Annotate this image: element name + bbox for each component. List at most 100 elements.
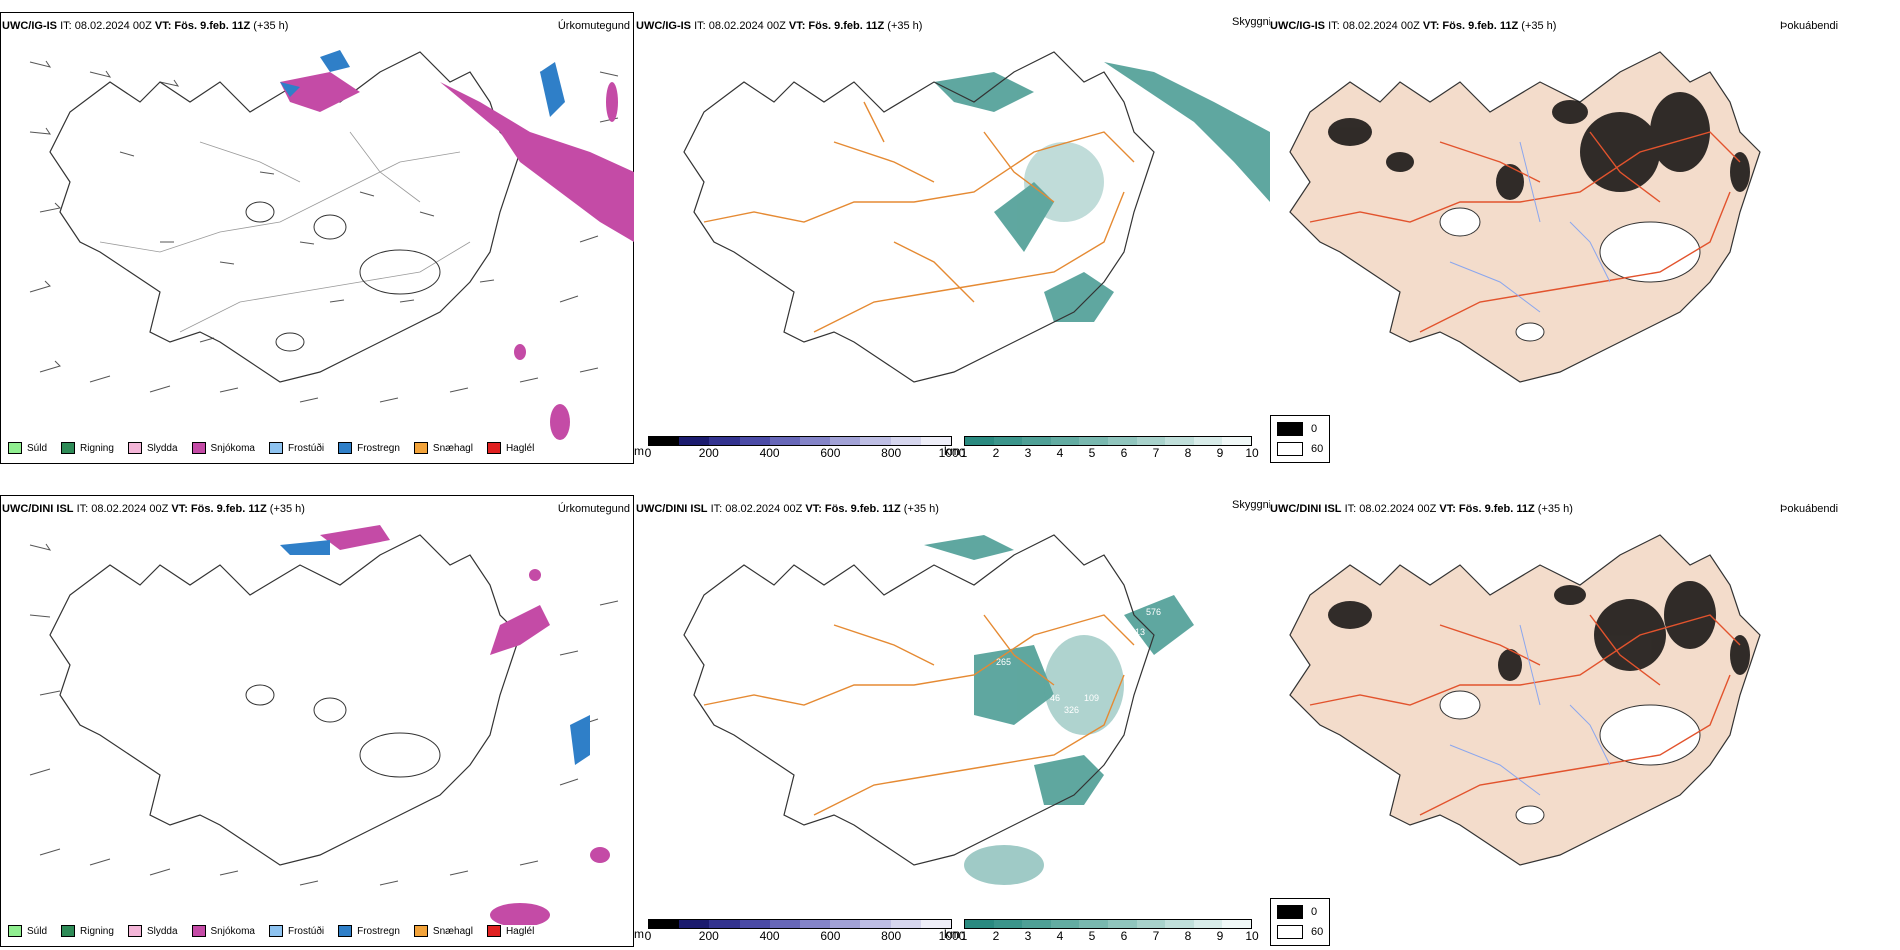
precip-legend-item: Súld	[8, 925, 47, 937]
colorbar-cell	[860, 920, 891, 928]
fog-areas	[1328, 581, 1750, 681]
freezing-rain-areas	[280, 540, 590, 765]
visibility-unit: km	[944, 444, 960, 458]
field-name: Skyggni	[1232, 16, 1272, 28]
coastline	[49, 51, 521, 383]
colorbar-cell	[1022, 920, 1051, 928]
colorbar-cell	[920, 920, 952, 928]
colorbar-tick: 3	[1024, 929, 1032, 943]
colorbar-tick: 1	[960, 929, 968, 943]
cloud-base-unit: m	[634, 927, 644, 941]
colorbar-cell	[649, 920, 680, 928]
iceland-map: 265 600 576 313 46 109 326	[683, 534, 1194, 885]
colorbar-cell	[800, 920, 831, 928]
fog-areas	[1328, 92, 1750, 200]
precip-type-panel-ig: UWC/IG-IS IT: 08.02.2024 00Z VT: Fös. 9.…	[0, 12, 634, 464]
colorbar-cell	[679, 920, 710, 928]
snowfall-areas	[320, 525, 610, 925]
valid-time: Fös. 9.feb. 11Z	[1458, 503, 1535, 515]
legend-label: Súld	[27, 442, 48, 454]
valid-label: VT:	[1422, 20, 1440, 32]
legend-swatch	[191, 442, 206, 454]
field-name: Skyggni	[1232, 499, 1272, 511]
precip-legend-item: Frostúði	[268, 925, 325, 937]
panel-header: UWC/IG-IS IT: 08.02.2024 00Z VT: Fös. 9.…	[636, 20, 922, 32]
vis-label: 231	[952, 262, 967, 272]
legend-swatch	[61, 925, 76, 937]
lead-time: (+35 h)	[887, 20, 923, 32]
colorbar-cell	[649, 437, 680, 445]
visibility-colorbar: 1 2 3 4 5 6 7 8 9 10	[961, 436, 1259, 460]
legend-label: Frostúði	[287, 442, 325, 454]
vis-label: 313	[1130, 627, 1145, 637]
legend-swatch	[486, 925, 501, 937]
precip-legend-item: Haglél	[486, 442, 534, 454]
colorbar-cell	[965, 920, 994, 928]
colorbar-tick: 3	[1024, 446, 1032, 460]
colorbar-cell	[1107, 920, 1137, 928]
glaciers	[245, 684, 441, 778]
rivers	[1449, 624, 1611, 796]
iceland-map	[1289, 51, 1761, 383]
precip-legend-item: Rigning	[61, 925, 114, 937]
fog-legend-label: 60	[1311, 926, 1324, 938]
colorbar-tick: 1000	[938, 929, 966, 943]
legend-swatch	[413, 925, 428, 937]
valid-time: Fös. 9.feb. 11Z	[174, 20, 251, 32]
legend-swatch	[61, 442, 76, 454]
colorbar-cell	[800, 437, 831, 445]
valid-label: VT:	[171, 503, 188, 515]
panel-header: UWC/IG-IS IT: 08.02.2024 00Z VT: Fös. 9.…	[2, 20, 288, 32]
legend-label: Frostregn	[357, 442, 400, 454]
vis-label: 109	[1084, 693, 1099, 703]
legend-label: Haglél	[505, 925, 535, 937]
legend-swatch	[8, 442, 22, 454]
fog-legend-item: 0	[1277, 422, 1317, 436]
colorbar-cell	[739, 437, 770, 445]
valid-time: Fös. 9.feb. 11Z	[1442, 20, 1519, 32]
precip-legend-item: Snæhagl	[413, 925, 473, 937]
colorbar-tick: 1000	[938, 446, 966, 460]
legend-swatch	[413, 442, 428, 454]
colorbar-cell	[1193, 437, 1223, 445]
colorbar-cell	[890, 437, 921, 445]
panel-header: UWC/DINI ISL IT: 08.02.2024 00Z VT: Fös.…	[636, 503, 939, 515]
legend-swatch	[268, 925, 283, 937]
init-time: IT: 08.02.2024 00Z	[694, 20, 786, 32]
cloud-base-unit: m	[634, 444, 644, 458]
model-name: UWC/DINI ISL	[2, 503, 74, 515]
legend-label: Rigning	[80, 442, 114, 454]
fog-legend-swatch	[1277, 905, 1303, 919]
vis-label: 568	[1180, 134, 1195, 144]
vis-label: 576	[1146, 607, 1161, 617]
colorbar-cell	[709, 920, 740, 928]
precip-legend-item: Snjókoma	[191, 442, 255, 454]
colorbar-cell	[1107, 437, 1137, 445]
roads	[703, 101, 1135, 333]
model-name: UWC/DINI ISL	[636, 503, 708, 515]
legend-label: Súld	[27, 925, 48, 937]
colorbar-tick: 2	[992, 929, 1000, 943]
legend-swatch	[268, 442, 283, 454]
field-name: Þokuábendi	[1780, 20, 1839, 32]
legend-swatch	[8, 925, 22, 937]
fog-legend-swatch	[1277, 422, 1303, 436]
glaciers	[1439, 690, 1701, 825]
valid-label: VT:	[805, 503, 822, 515]
precip-legend-item: Frostúði	[268, 442, 325, 454]
coastline	[683, 534, 1155, 866]
wind-barbs	[29, 543, 619, 886]
precip-legend-item: Slydda	[127, 925, 178, 937]
colorbar-cell	[890, 920, 921, 928]
visibility-labels: 265 600 576 313 46 109 326	[950, 607, 1161, 733]
vis-label: 33	[1178, 180, 1188, 190]
iceland-map	[29, 50, 634, 440]
colorbar-tick: 7	[1152, 929, 1160, 943]
colorbar-tick: 800	[881, 446, 902, 460]
colorbar-cell	[1079, 920, 1108, 928]
iceland-map: 231 50 57 568 970 33	[683, 51, 1270, 383]
legend-label: Frostúði	[287, 925, 325, 937]
precip-legend-item: Snæhagl	[413, 442, 473, 454]
precip-legend: Súld Rigning Slydda Snjókoma Frostúði Frostre…	[8, 925, 548, 937]
colorbar-tick: 8	[1184, 446, 1192, 460]
